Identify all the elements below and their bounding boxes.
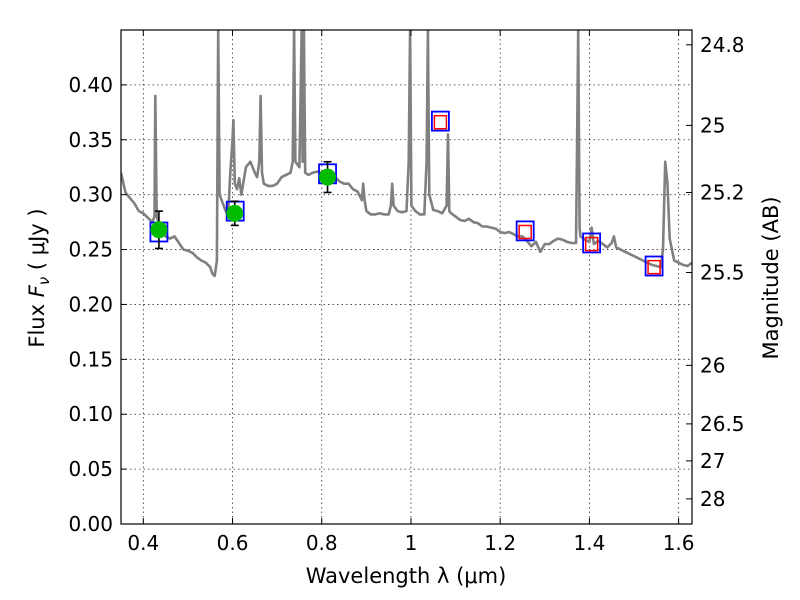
spectrum [121, 30, 692, 278]
y-tick-label: 0.30 [68, 183, 113, 207]
x-tick-label: 0.4 [127, 531, 159, 555]
model-point [644, 255, 664, 277]
right-tick-label: 24.8 [700, 33, 745, 57]
x-tick-label: 1 [405, 531, 418, 555]
right-axis-ticks: 24.8 25 25.2 25.5 26 26.5 27 28 [686, 33, 745, 511]
model-point [515, 220, 535, 242]
y-tick-label: 0.20 [68, 292, 113, 316]
y-tick-label: 0.40 [68, 73, 113, 97]
y-tick-label: 0.10 [68, 402, 113, 426]
upper-limit-point [518, 224, 532, 240]
observed-point [226, 200, 244, 227]
upper-limit-point [433, 114, 448, 130]
upper-limit-point [584, 236, 599, 252]
model-point [431, 110, 450, 132]
upper-limit-point [647, 259, 661, 275]
photometry-points [149, 110, 664, 277]
right-tick-label: 26.5 [700, 412, 745, 436]
x-tick-label: 1.4 [573, 531, 605, 555]
spectrum-line [121, 30, 692, 278]
x-axis-title: Wavelength λ (μm) [306, 564, 507, 588]
x-tick-label: 1.2 [484, 531, 516, 555]
right-tick-label: 25 [700, 113, 725, 137]
right-tick-label: 27 [700, 449, 725, 473]
observed-point [150, 210, 168, 250]
grid-lines [121, 30, 692, 525]
right-tick-label: 28 [700, 487, 725, 511]
right-tick-label: 25.5 [700, 260, 745, 284]
y-tick-label: 0.25 [68, 238, 113, 262]
y-tick-label: 0.15 [68, 347, 113, 371]
y-axis-ticks: 0.00 0.05 0.10 0.15 0.20 0.25 0.30 0.35 0.40 [68, 73, 127, 536]
right-tick-label: 26 [700, 353, 725, 377]
model-point [582, 232, 602, 254]
y-tick-label: 0.05 [68, 457, 113, 481]
y-tick-label: 0.35 [68, 128, 113, 152]
x-axis-ticks: 0.4 0.6 0.8 1 1.2 1.4 1.6 [127, 30, 695, 555]
x-tick-label: 0.6 [217, 531, 249, 555]
x-tick-label: 0.8 [306, 531, 338, 555]
plot-frame [120, 29, 693, 525]
y-axis-title: Flux Fν ( μJy ) [25, 208, 53, 347]
right-axis-title: Magnitude (AB) [759, 196, 783, 359]
x-tick-label: 1.6 [663, 531, 695, 555]
y-tick-label: 0.00 [68, 512, 113, 536]
observed-point [319, 160, 337, 194]
right-tick-label: 25.2 [700, 180, 745, 204]
